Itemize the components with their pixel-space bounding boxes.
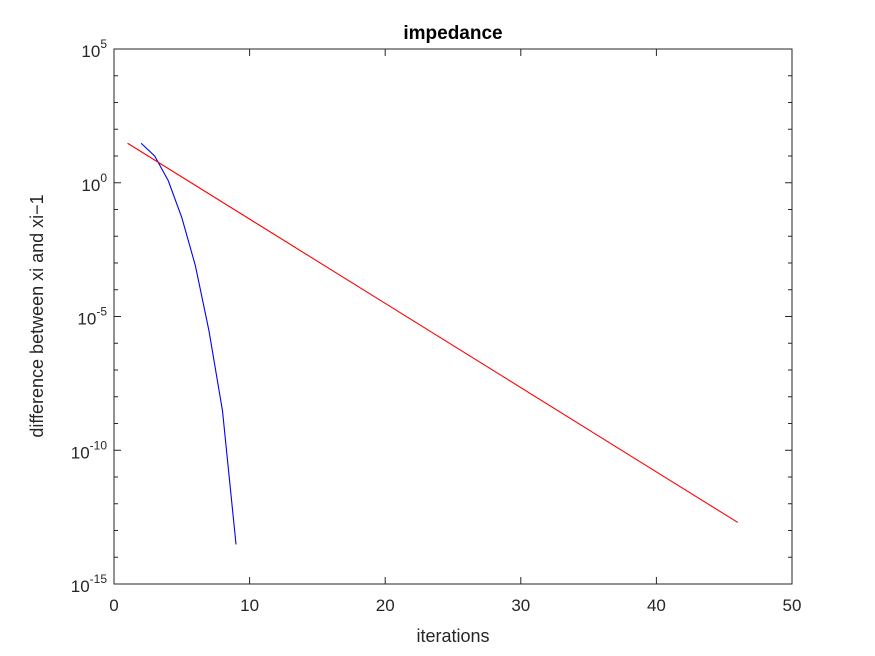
chart-title: impedance <box>403 23 502 44</box>
y-tick-base: 10 <box>77 310 96 329</box>
y-tick-label: 105 <box>81 37 107 61</box>
series-layer <box>127 142 739 545</box>
y-tick-exponent: -10 <box>90 438 108 452</box>
y-tick-exponent: 5 <box>100 37 107 51</box>
axes-box <box>113 48 793 585</box>
x-tick-label: 30 <box>511 596 530 615</box>
y-tick-exponent: -5 <box>96 305 107 319</box>
y-tick-label: 10-15 <box>71 572 108 596</box>
x-tick-label: 0 <box>109 596 118 615</box>
y-tick-label: 10-5 <box>77 305 107 329</box>
series-line-2 <box>127 142 739 523</box>
x-tick-label: 50 <box>783 596 802 615</box>
x-tick-label: 40 <box>647 596 666 615</box>
x-axis-label: iterations <box>416 626 489 646</box>
x-tick-labels: 0 10 20 30 40 50 <box>109 596 801 615</box>
y-tick-exponent: 0 <box>100 171 107 185</box>
y-tick-label: 10-10 <box>71 438 108 462</box>
y-tick-base: 10 <box>81 42 100 61</box>
y-axis-label: difference between xi and xi−1 <box>27 194 47 437</box>
y-tick-base: 10 <box>81 176 100 195</box>
series-line-1 <box>140 142 237 545</box>
y-tick-base: 10 <box>71 443 90 462</box>
y-tick-label: 100 <box>81 171 107 195</box>
y-tick-exponent: -15 <box>90 572 108 586</box>
x-tick-label: 20 <box>376 596 395 615</box>
plot-area <box>114 49 792 584</box>
x-tick-label: 10 <box>240 596 259 615</box>
y-tick-base: 10 <box>71 577 90 596</box>
